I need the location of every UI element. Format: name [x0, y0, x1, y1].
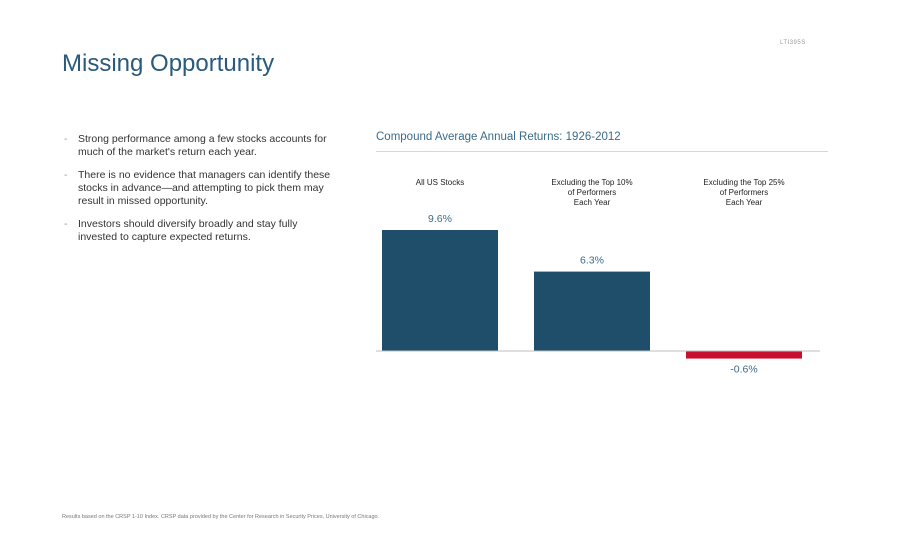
chart-title: Compound Average Annual Returns: 1926-20… [376, 131, 621, 143]
category-label-3-line-1: Excluding the Top 25% [703, 178, 784, 187]
bullet-item: - Investors should diversify broadly and … [64, 218, 334, 244]
data-label-3: -0.6% [730, 364, 757, 376]
bar-chart: 9.6% All US Stocks 6.3% Excluding the Top 1… [376, 178, 820, 376]
bar-1 [382, 230, 498, 351]
bullet-text: There is no evidence that managers can i… [78, 169, 331, 207]
data-label-1: 9.6% [428, 213, 452, 225]
data-label-2: 6.3% [580, 255, 604, 267]
bullet-item: - There is no evidence that managers can … [64, 169, 334, 208]
bullet-marker: - [64, 133, 68, 145]
bullet-marker: - [64, 218, 68, 230]
footnote: Results based on the CRSP 1-10 Index. CR… [62, 514, 380, 520]
page-title: Missing Opportunity [62, 50, 275, 77]
document-code: LTI395S [780, 40, 806, 46]
bullet-text: Investors should diversify broadly and s… [78, 218, 298, 243]
bullet-marker: - [64, 169, 68, 181]
bullet-list: - Strong performance among a few stocks a… [64, 133, 334, 254]
bar-3 [686, 351, 802, 359]
category-label-1-line-1: All US Stocks [416, 178, 464, 187]
bar-2 [534, 271, 650, 351]
category-label-2-line-1: Excluding the Top 10% [551, 178, 632, 187]
category-label-2-line-2: of Performers [568, 188, 616, 197]
bullet-text: Strong performance among a few stocks ac… [78, 133, 327, 158]
bullet-item: - Strong performance among a few stocks a… [64, 133, 334, 159]
category-label-3-line-3: Each Year [726, 198, 763, 207]
chart-title-divider [376, 151, 828, 152]
category-label-3-line-2: of Performers [720, 188, 768, 197]
category-label-2-line-3: Each Year [574, 198, 611, 207]
